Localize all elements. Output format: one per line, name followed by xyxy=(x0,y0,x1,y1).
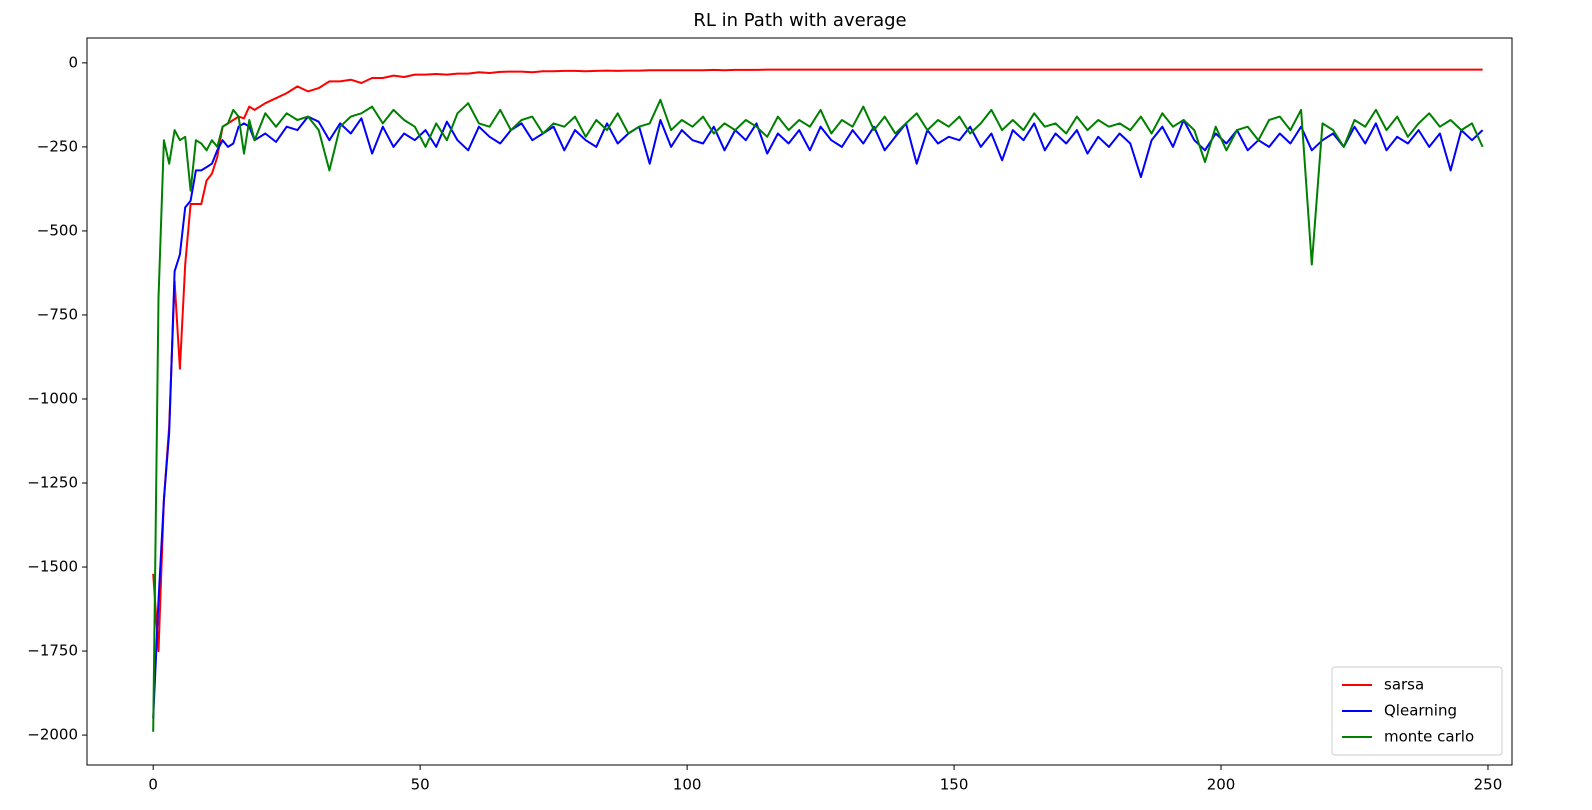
x-tick-label: 150 xyxy=(940,776,969,794)
y-tick-label: −250 xyxy=(37,137,78,155)
legend-label: monte carlo xyxy=(1384,728,1474,746)
series-line xyxy=(152,68,1483,653)
legend: sarsa Qlearning monte carlo xyxy=(1331,666,1503,756)
y-tick-label: 0 xyxy=(68,53,78,71)
y-tick-label: −1000 xyxy=(27,389,78,407)
x-tick-label: 200 xyxy=(1207,776,1236,794)
x-tick-label: 0 xyxy=(148,776,158,794)
legend-label: sarsa xyxy=(1384,676,1424,694)
legend-label: Qlearning xyxy=(1384,702,1457,720)
y-tick-label: −750 xyxy=(37,305,78,323)
x-tick-label: 250 xyxy=(1474,776,1503,794)
x-tick-label: 50 xyxy=(411,776,430,794)
series-line xyxy=(152,115,1484,719)
plot-frame xyxy=(86,37,1513,766)
x-tick-label: 100 xyxy=(673,776,702,794)
series-line xyxy=(152,98,1484,732)
chart-title: RL in Path with average xyxy=(693,10,906,31)
y-tick-label: −500 xyxy=(37,221,78,239)
y-tick-label: −2000 xyxy=(27,726,78,744)
legend-box xyxy=(1331,666,1503,756)
y-tick-label: −1500 xyxy=(27,558,78,576)
y-tick-label: −1750 xyxy=(27,642,78,660)
y-tick-label: −1250 xyxy=(27,474,78,492)
